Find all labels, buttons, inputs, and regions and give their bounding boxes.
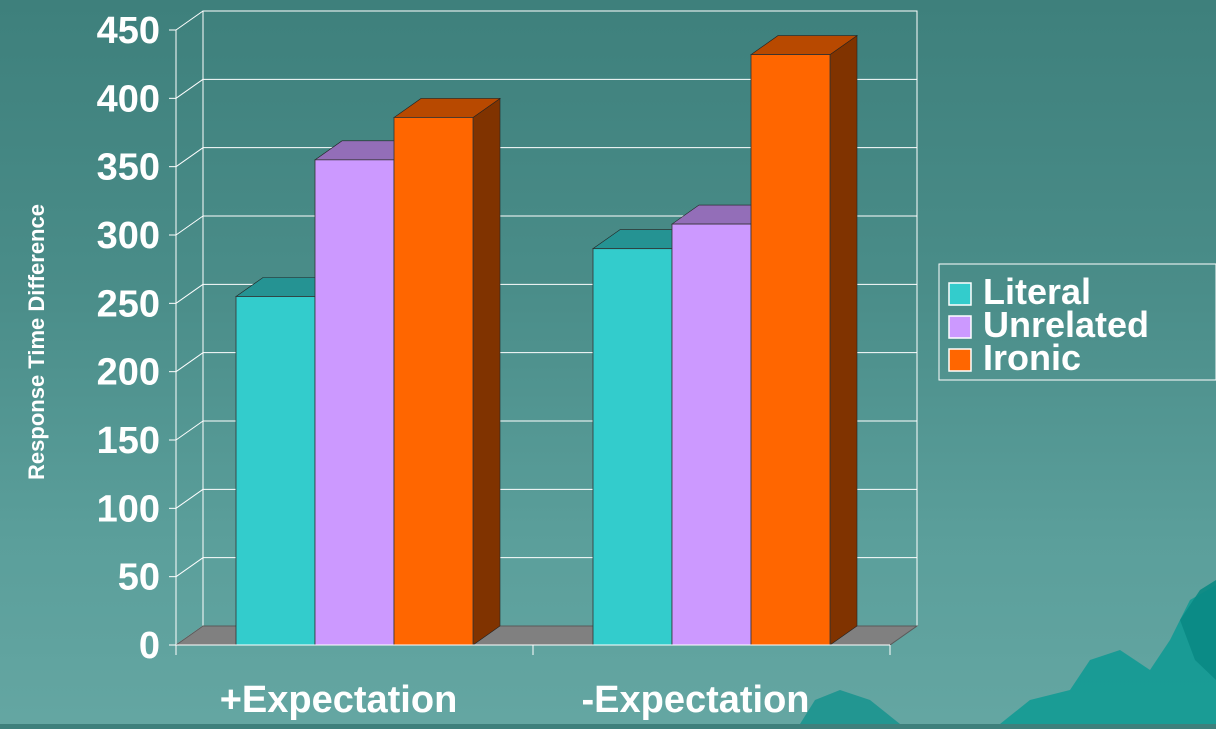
legend-swatch	[948, 348, 972, 372]
bar-front	[314, 159, 395, 646]
y-tick-label: 400	[97, 78, 160, 120]
bar-side	[472, 97, 501, 646]
gridline-side	[175, 557, 204, 578]
gridline-side	[175, 352, 204, 373]
legend-label: Unrelated	[983, 304, 1149, 345]
legend-swatch	[948, 282, 972, 306]
y-axis-label: Response Time Difference	[24, 204, 49, 480]
gridline-side	[175, 147, 204, 168]
bar	[750, 35, 858, 646]
y-tick-label: 200	[97, 352, 160, 394]
gridline-side	[175, 78, 204, 99]
y-tick-label: 350	[97, 147, 160, 189]
gridline-side	[175, 420, 204, 441]
gridline-side	[175, 215, 204, 236]
background-decoration	[800, 580, 1216, 724]
y-tick-label: 100	[97, 488, 160, 530]
x-tick-label: -Expectation	[581, 679, 809, 721]
bar-front	[393, 117, 474, 646]
x-tick-label: +Expectation	[220, 679, 458, 721]
gridline-side	[175, 10, 204, 31]
y-tick-label: 250	[97, 283, 160, 325]
y-tick-label: 150	[97, 420, 160, 462]
y-tick-label: 0	[139, 625, 160, 667]
y-tick-label: 50	[118, 557, 160, 599]
legend-box	[938, 263, 1216, 381]
bar-front	[671, 223, 752, 646]
gridline-side	[175, 488, 204, 509]
gridline-side	[175, 283, 204, 304]
y-tick-label: 450	[97, 10, 160, 52]
bar-side	[829, 35, 858, 646]
y-tick-label: 300	[97, 215, 160, 257]
bar-front	[592, 248, 673, 646]
legend-swatch	[948, 315, 972, 339]
bar	[393, 97, 501, 646]
legend-label: Ironic	[983, 337, 1081, 378]
bar-front	[750, 54, 831, 646]
legend-label: Literal	[983, 271, 1091, 312]
bar-front	[235, 296, 316, 646]
